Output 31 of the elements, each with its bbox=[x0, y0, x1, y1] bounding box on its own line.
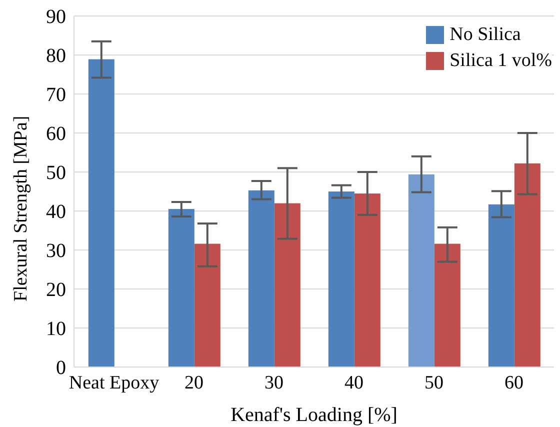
bar bbox=[274, 203, 300, 367]
x-tick-label: 30 bbox=[264, 372, 284, 394]
y-axis-title: Flexural Strength [MPa] bbox=[10, 116, 32, 302]
y-tick-label: 30 bbox=[46, 240, 66, 262]
y-tick-label: 50 bbox=[46, 162, 66, 184]
y-tick-label: 60 bbox=[46, 123, 66, 146]
bar bbox=[514, 163, 540, 367]
bar bbox=[88, 59, 114, 367]
legend-label: Silica 1 vol% bbox=[450, 49, 552, 73]
x-axis-title: Kenaf's Loading [%] bbox=[230, 404, 398, 426]
bar bbox=[168, 209, 194, 367]
bar bbox=[194, 244, 220, 367]
bar bbox=[248, 190, 274, 367]
y-tick-label: 80 bbox=[46, 45, 66, 68]
y-tick-label: 70 bbox=[46, 84, 66, 106]
bar bbox=[354, 193, 380, 367]
y-tick-label: 20 bbox=[46, 279, 66, 302]
x-tick-label: 40 bbox=[344, 372, 364, 394]
bar bbox=[408, 174, 434, 367]
x-tick-label: 50 bbox=[424, 372, 444, 394]
legend-label: No Silica bbox=[450, 23, 521, 47]
bar bbox=[328, 192, 354, 367]
x-tick-label: 60 bbox=[504, 372, 524, 394]
bar bbox=[434, 244, 460, 367]
bar bbox=[488, 204, 514, 367]
y-tick-label: 10 bbox=[46, 318, 66, 340]
y-tick-label: 90 bbox=[46, 6, 66, 28]
y-tick-label: 0 bbox=[56, 357, 66, 380]
y-tick-label: 40 bbox=[46, 201, 66, 224]
x-tick-label: 20 bbox=[184, 372, 204, 394]
x-tick-label: Neat Epoxy bbox=[68, 372, 160, 394]
